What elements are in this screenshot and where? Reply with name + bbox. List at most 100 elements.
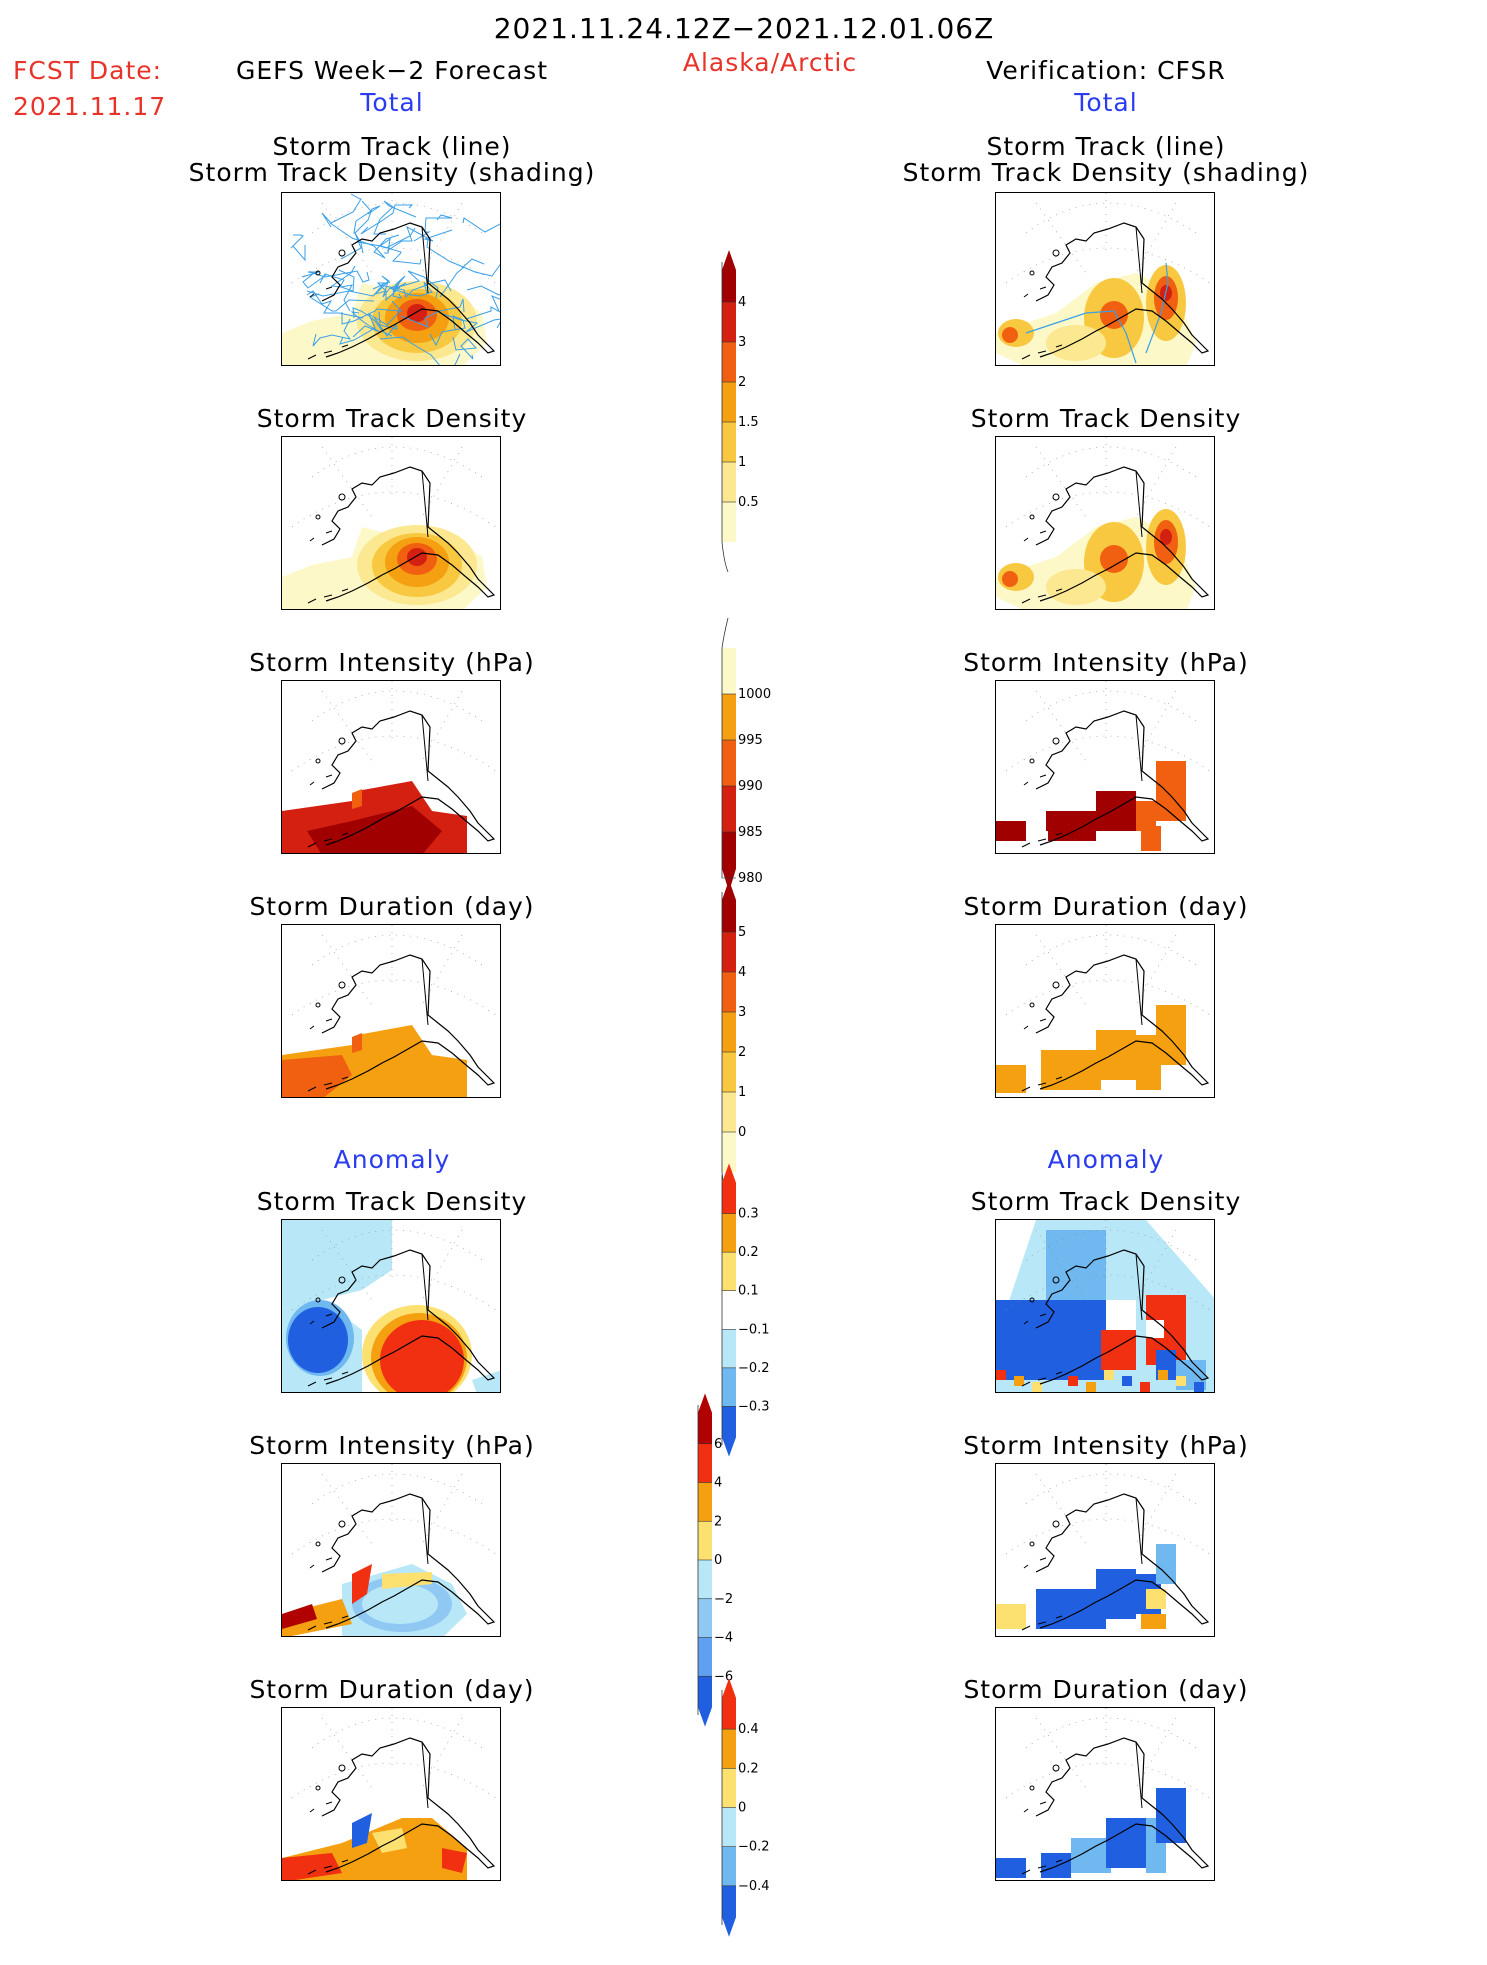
right-column-subtitle: Total [1074, 88, 1138, 117]
colorbar-swatch [722, 1290, 736, 1330]
colorbar-swatch [722, 1885, 736, 1937]
cb_density-colorbar: 4 3 2 1.5 1 0.5 [721, 250, 759, 573]
colorbar-swatch [722, 1678, 736, 1730]
colorbar-label: 0.5 [738, 495, 759, 510]
colorbar-label: 4 [738, 965, 746, 980]
cfsr-anom_intensity-map [995, 1463, 1215, 1637]
colorbar-swatch [698, 1560, 712, 1599]
colorbar-label: −0.3 [738, 1399, 770, 1414]
panel-title: Storm Duration (day) [963, 892, 1249, 921]
colorbar-swatch [722, 1132, 736, 1172]
panel-title: Storm Track (line) [986, 132, 1226, 161]
colorbar-label: −0.2 [738, 1840, 770, 1855]
gefs-intensity-map [281, 680, 501, 854]
region-label: Alaska/Arctic [682, 48, 858, 77]
colorbar-swatch [698, 1393, 712, 1444]
colorbar-label: 0 [738, 1125, 746, 1140]
colorbar-label: 3 [738, 1005, 746, 1020]
colorbar-label: 0.2 [738, 1245, 759, 1260]
colorbar-swatch [722, 1846, 736, 1886]
colorbar-swatch [722, 880, 736, 932]
colorbar-label: 6 [714, 1437, 722, 1452]
colorbar-swatch [722, 1807, 736, 1847]
cfsr-density-map [995, 436, 1215, 610]
cb_duration-colorbar: 5 4 3 2 1 0 [721, 880, 746, 1203]
panel-title: Storm Track (line) [272, 132, 512, 161]
colorbar-swatch [722, 932, 736, 972]
section-label-anomaly: Anomaly [333, 1145, 451, 1174]
colorbar-swatch [722, 786, 736, 832]
panel-title-line2: Storm Track Density (shading) [902, 158, 1310, 187]
colorbar-swatch [722, 1329, 736, 1368]
colorbar-swatch [722, 250, 736, 302]
section-label-anomaly: Anomaly [1047, 1145, 1165, 1174]
colorbar-swatch [722, 740, 736, 786]
panel-title: Storm Duration (day) [963, 1675, 1249, 1704]
colorbar-label: 4 [714, 1476, 722, 1491]
fcst-date-value: 2021.11.17 [13, 92, 167, 121]
colorbar-swatch [722, 1406, 736, 1457]
colorbar-swatch [722, 342, 736, 382]
colorbar-swatch [722, 1213, 736, 1253]
gefs-anom_duration-map [281, 1707, 501, 1881]
colorbar-swatch [722, 382, 736, 422]
colorbar-swatch [722, 832, 736, 892]
colorbar-swatch [698, 1676, 712, 1727]
colorbar-label: 0.1 [738, 1284, 759, 1299]
colorbar-swatch [722, 1729, 736, 1769]
colorbar-label: 1 [738, 1085, 746, 1100]
colorbar-swatch [722, 1163, 736, 1214]
colorbar-swatch [722, 1092, 736, 1132]
colorbar-label: 985 [738, 825, 763, 840]
gefs-anom_density-map [281, 1219, 501, 1393]
left-column-title: GEFS Week−2 Forecast [235, 56, 549, 85]
colorbar-label: −0.1 [738, 1322, 770, 1337]
right-column-title: Verification: CFSR [986, 56, 1226, 85]
colorbar-swatch [722, 694, 736, 740]
colorbar-swatch [698, 1637, 712, 1677]
cfsr-track-map [995, 192, 1215, 366]
colorbar-label: 2 [738, 1045, 746, 1060]
colorbar-swatch [722, 462, 736, 502]
colorbar-label: −0.4 [738, 1879, 770, 1894]
colorbar-label: 3 [738, 335, 746, 350]
colorbar-label: 2 [738, 375, 746, 390]
gefs-duration-map [281, 924, 501, 1098]
panel-title: Storm Track Density [970, 1187, 1242, 1216]
colorbar-label: 980 [738, 871, 763, 886]
colorbar-label: 1 [738, 455, 746, 470]
colorbar-swatch [722, 502, 736, 542]
cb_anom_density-colorbar: 0.3 0.2 0.1 −0.1 −0.2 −0.3 [721, 1163, 770, 1457]
panel-title-line2: Storm Track Density (shading) [188, 158, 596, 187]
colorbar-label: −0.2 [738, 1361, 770, 1376]
colorbar-swatch [722, 1367, 736, 1407]
colorbar-label: 4 [738, 295, 746, 310]
cb_anom_duration-colorbar: 0.4 0.2 0 −0.2 −0.4 [721, 1678, 770, 1937]
panel-title: Storm Intensity (hPa) [249, 1431, 535, 1460]
colorbar-label: 0 [738, 1801, 746, 1816]
colorbar-swatch [698, 1482, 712, 1522]
colorbar-swatch [722, 302, 736, 342]
colorbar-swatch [698, 1521, 712, 1560]
colorbar-swatch [722, 1252, 736, 1291]
colorbar-swatch [722, 422, 736, 462]
colorbar-label: 0.2 [738, 1761, 759, 1776]
colorbar-swatch [698, 1598, 712, 1638]
colorbar-swatch [722, 1012, 736, 1052]
colorbar-label: −2 [714, 1592, 733, 1607]
left-column-subtitle: Total [360, 88, 424, 117]
colorbar-label: −4 [714, 1631, 733, 1646]
cfsr-anom_density-map [995, 1219, 1215, 1393]
gefs-track-map [281, 192, 501, 366]
panel-title: Storm Track Density [970, 404, 1242, 433]
colorbar-swatch [722, 1768, 736, 1808]
colorbar-label: 5 [738, 925, 746, 940]
panel-title: Storm Intensity (hPa) [963, 1431, 1249, 1460]
colorbar-label: 2 [714, 1514, 722, 1529]
gefs-anom_intensity-map [281, 1463, 501, 1637]
colorbar-label: 995 [738, 733, 763, 748]
panel-title: Storm Duration (day) [249, 1675, 535, 1704]
colorbar-label: 0.4 [738, 1722, 759, 1737]
colorbar-swatch [722, 648, 736, 694]
